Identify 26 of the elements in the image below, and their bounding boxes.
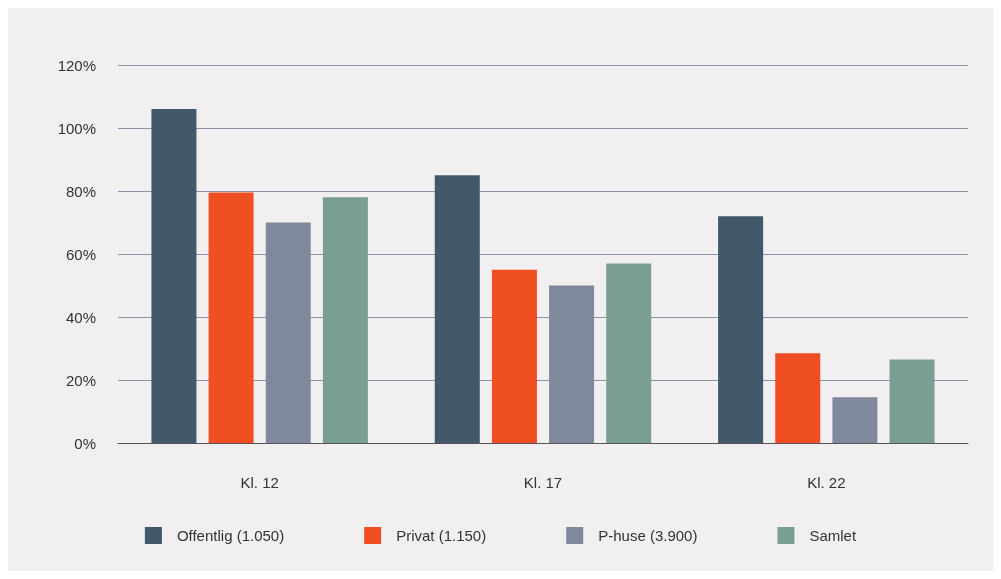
bar [151,109,197,443]
x-tick-label: Kl. 12 [240,474,279,491]
bar [775,353,821,443]
bar [606,263,652,443]
bar [265,222,311,443]
legend-label: P-huse (3.900) [598,527,698,544]
legend-label: Privat (1.150) [396,527,487,544]
y-tick-label: 100% [57,119,96,137]
legend-label: Samlet [809,527,857,544]
bar [491,269,537,443]
bar [889,359,935,443]
y-tick-label: 20% [65,371,96,389]
y-tick-label: 0% [74,434,96,452]
bar [832,397,878,443]
y-tick-label: 80% [65,182,96,200]
bar [434,175,480,443]
bar [718,216,764,443]
bar [208,192,254,443]
x-tick-label: Kl. 22 [807,474,846,491]
y-tick-label: 60% [65,245,96,263]
bar [549,285,595,443]
legend-label: Offentlig (1.050) [176,527,285,544]
x-tick-label: Kl. 17 [523,474,563,491]
y-tick-label: 40% [65,308,96,326]
bar [322,197,368,443]
y-tick-label: 120% [57,56,96,74]
